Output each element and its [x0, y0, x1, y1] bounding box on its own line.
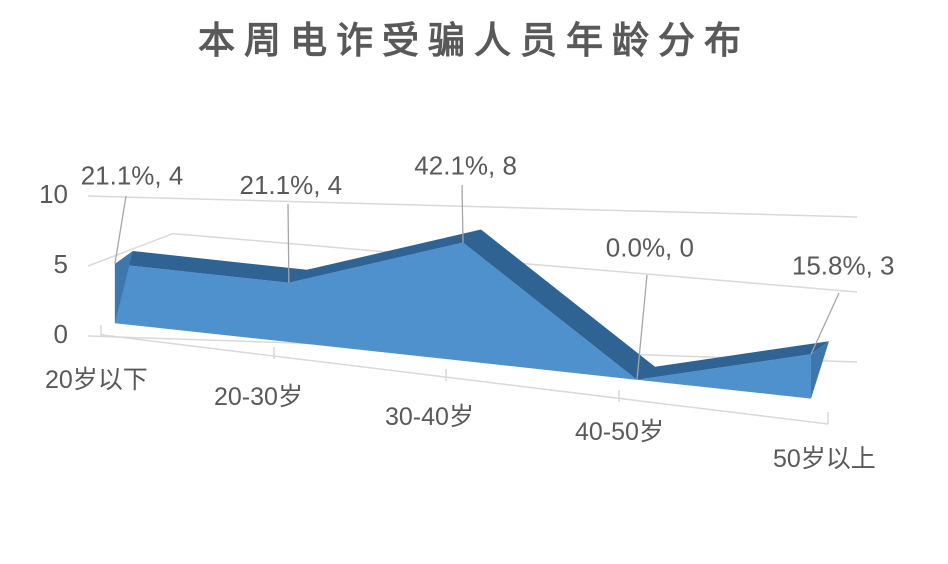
svg-text:21.1%, 4: 21.1%, 4	[240, 170, 343, 200]
svg-text:5: 5	[54, 249, 68, 279]
svg-text:21.1%, 4: 21.1%, 4	[81, 160, 184, 190]
svg-text:42.1%, 8: 42.1%, 8	[414, 151, 517, 181]
svg-text:0.0%, 0: 0.0%, 0	[606, 233, 694, 263]
svg-text:10: 10	[39, 179, 68, 209]
svg-text:30-40岁: 30-40岁	[385, 403, 474, 431]
svg-text:40-50岁: 40-50岁	[575, 418, 664, 446]
svg-text:20岁以下: 20岁以下	[45, 366, 148, 394]
svg-text:0: 0	[54, 319, 68, 349]
svg-text:20-30岁: 20-30岁	[214, 383, 303, 411]
svg-text:50岁以上: 50岁以上	[773, 445, 876, 473]
svg-text:15.8%, 3: 15.8%, 3	[792, 251, 895, 281]
